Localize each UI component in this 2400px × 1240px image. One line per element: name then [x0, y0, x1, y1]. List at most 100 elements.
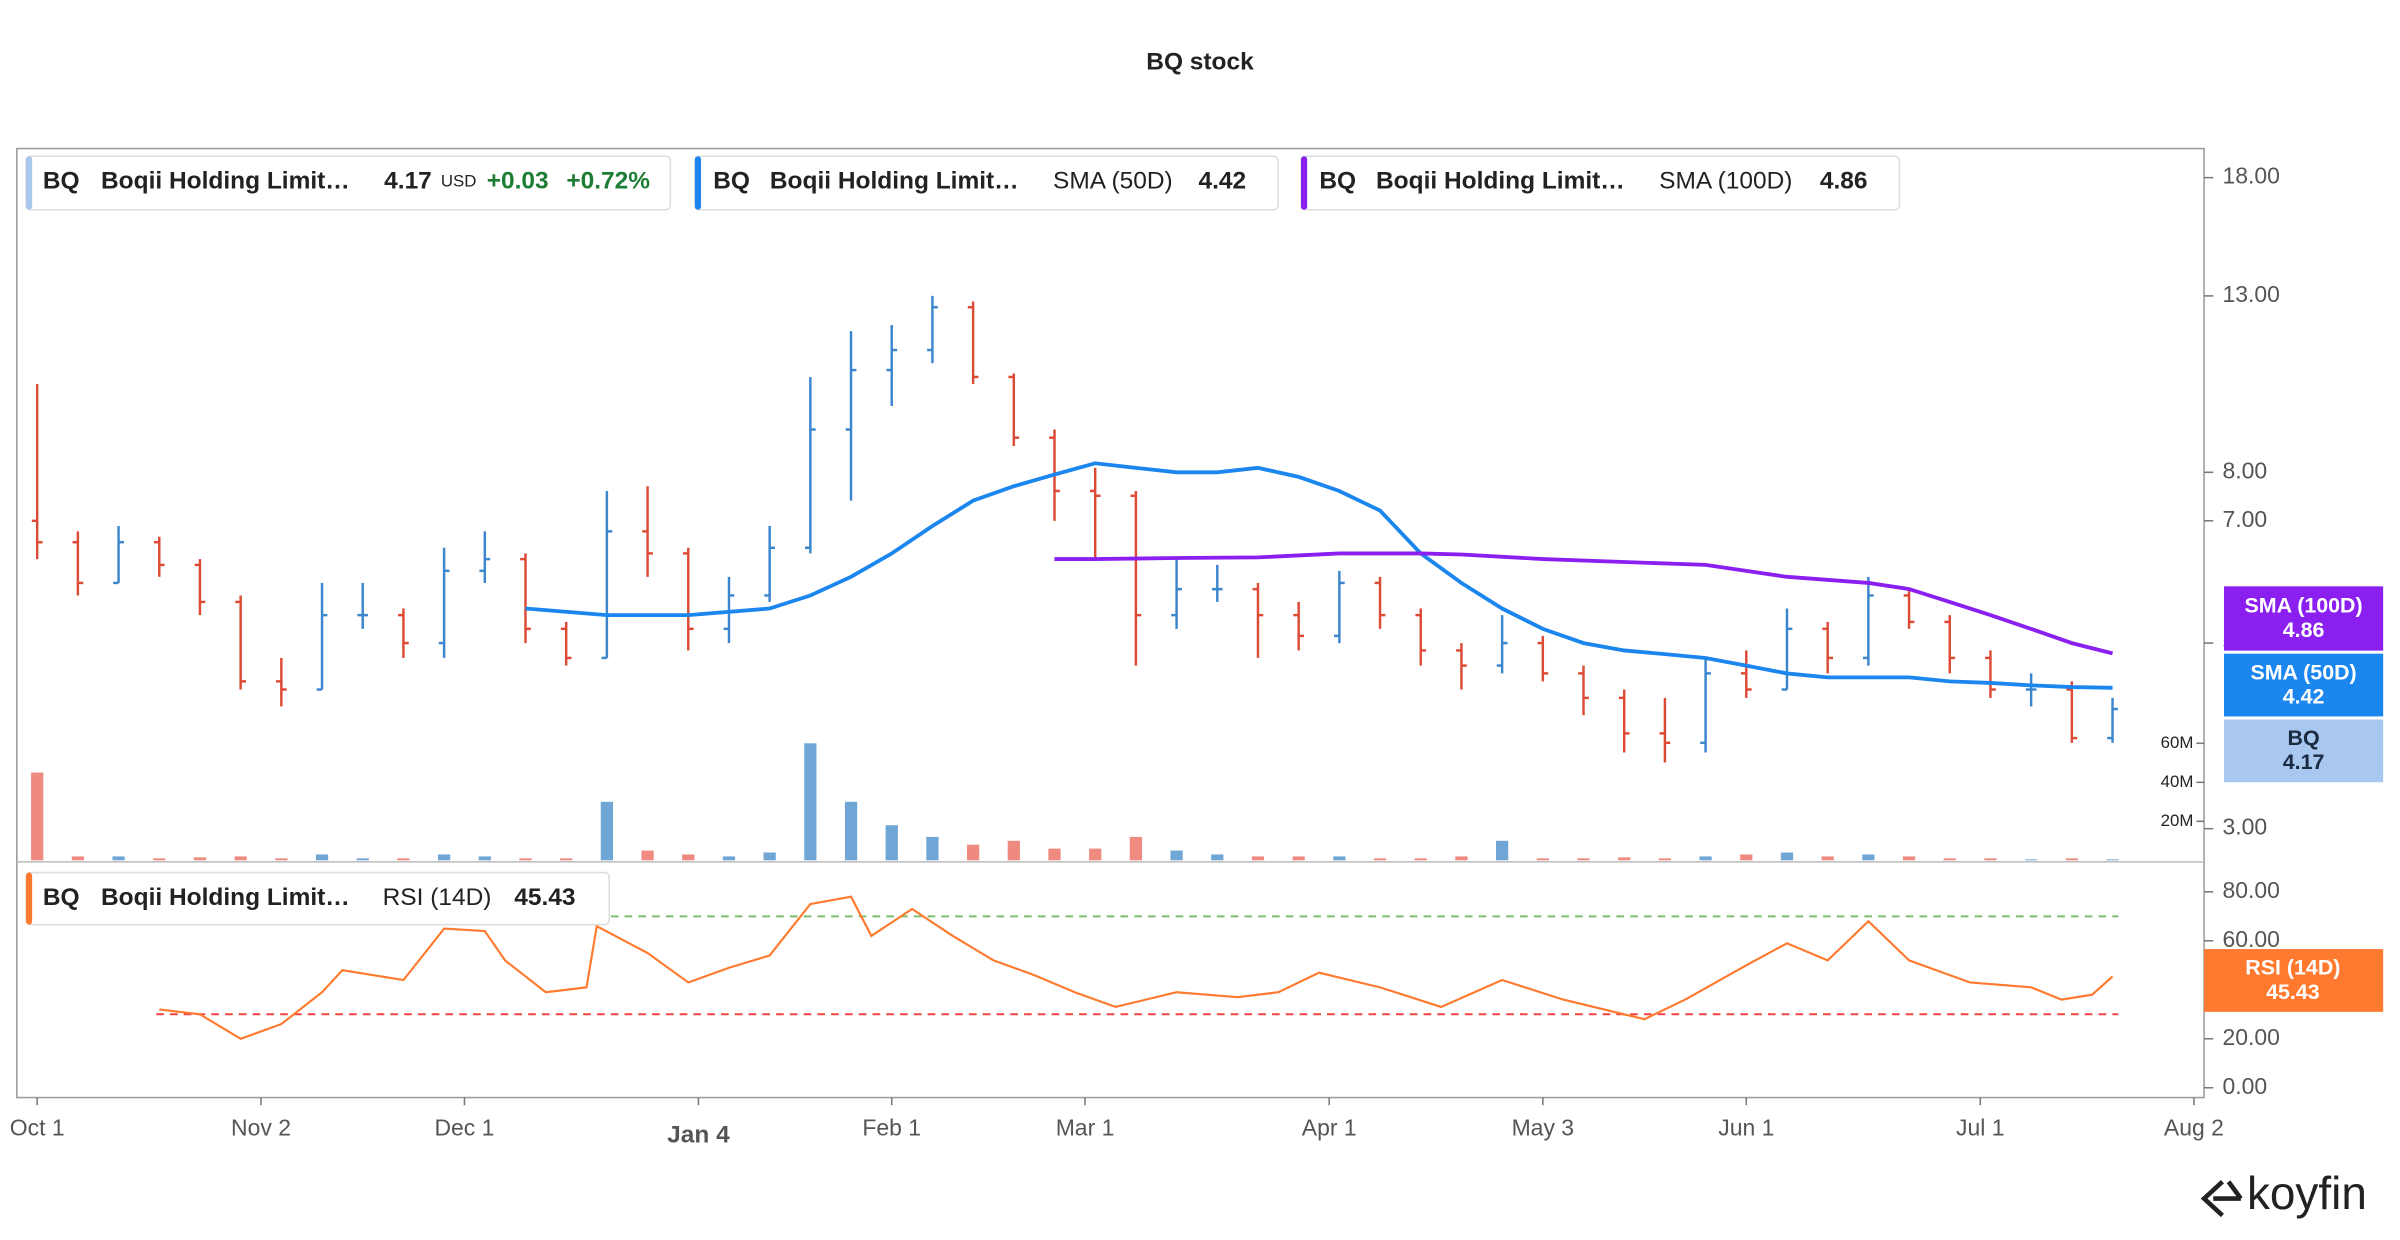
volume-bar: [1577, 858, 1590, 861]
y-tick-label: 3.00: [2222, 814, 2267, 840]
y-tick-label: 13.00: [2222, 281, 2279, 307]
x-tick-label: Jun 1: [1718, 1115, 1774, 1141]
volume-bar: [1048, 848, 1061, 861]
volume-tick-label: 40M: [2161, 772, 2194, 791]
price-badge: BQ4.17: [2223, 719, 2384, 783]
legend-series: SMA (50D): [1053, 168, 1173, 195]
legend-swatch: [26, 872, 33, 925]
volume-bar: [31, 772, 44, 861]
legend-swatch: [1301, 156, 1308, 210]
rsi-badge: RSI (14D)45.43: [2204, 949, 2384, 1012]
badge-value: 45.43: [2266, 980, 2320, 1004]
sma-line: [1054, 551, 2114, 656]
badge-name: SMA (50D): [2250, 660, 2356, 684]
volume-bar: [1902, 856, 1916, 861]
volume-bar: [844, 801, 858, 861]
legend-change: +0.03: [487, 168, 549, 195]
x-tick-label: Oct 1: [10, 1115, 65, 1141]
volume-bar: [682, 854, 695, 861]
badge-value: 4.42: [2283, 684, 2325, 708]
volume-bar: [2025, 859, 2038, 861]
legend-symbol: BQ: [43, 168, 80, 195]
volume-bar: [397, 858, 410, 861]
x-tick-label: Nov 2: [231, 1115, 291, 1141]
volume-bar: [1292, 856, 1305, 861]
sma-line: [525, 461, 2113, 690]
volume-bar: [519, 858, 532, 861]
volume-bar: [1333, 856, 1346, 861]
volume-bar: [275, 858, 288, 861]
legend-price: 4.17: [384, 168, 432, 195]
legend-item: BQ Boqii Holding Limit… RSI (14D) 45.43: [25, 871, 610, 926]
volume-bar: [193, 857, 207, 861]
badge-box: [2223, 653, 2384, 717]
volume-bar: [1496, 840, 1509, 861]
volume-bar: [437, 854, 451, 861]
legend-series: SMA (100D): [1659, 168, 1792, 195]
plot-frame: [16, 147, 2205, 1099]
legend-value: 4.86: [1820, 168, 1868, 195]
volume-bar: [966, 844, 980, 861]
badge-name: SMA (100D): [2244, 594, 2362, 618]
legend-item: BQ Boqii Holding Limit… 4.17 USD +0.03 +0.72%: [25, 155, 672, 211]
x-tick-label: Dec 1: [434, 1115, 494, 1141]
volume-bar: [1414, 858, 1427, 861]
legend-change-pct: +0.72%: [566, 168, 650, 195]
x-tick-label: Aug 2: [2164, 1115, 2224, 1141]
volume-bar: [1455, 856, 1468, 861]
volume-bar: [926, 836, 939, 861]
chart-title: BQ stock: [1146, 48, 1254, 75]
volume-tick-label: 60M: [2161, 733, 2194, 752]
y-tick-label: 80.00: [2222, 877, 2279, 903]
legend-name: Boqii Holding Limit…: [101, 884, 350, 911]
volume-bar: [112, 856, 125, 861]
legend-name: Boqii Holding Limit…: [770, 168, 1019, 195]
volume-bar: [1618, 857, 1631, 861]
badge-value: 4.17: [2283, 750, 2325, 774]
rsi-line: [159, 895, 2114, 1040]
legend-value: 4.42: [1198, 168, 1246, 195]
legend-symbol: BQ: [43, 884, 80, 911]
legend-item: BQ Boqii Holding Limit… SMA (50D) 4.42: [694, 155, 1279, 211]
legend-series: RSI (14D): [383, 884, 492, 911]
volume-bar: [722, 856, 736, 861]
volume-bar: [478, 856, 491, 861]
y-tick-label: 18.00: [2222, 163, 2279, 189]
legend-symbol: BQ: [713, 168, 750, 195]
legend-symbol: BQ: [1319, 168, 1356, 195]
volume-bar: [2065, 858, 2078, 861]
volume-bar: [1536, 858, 1549, 861]
volume-bar: [560, 858, 573, 861]
legend-swatch: [26, 156, 33, 210]
brand-name: koyfin: [2247, 1167, 2367, 1219]
volume-bar: [1984, 858, 1997, 861]
badge-box: [2223, 719, 2384, 783]
volume-bar: [153, 858, 166, 861]
legend-currency: USD: [441, 172, 477, 191]
y-tick-label: 20.00: [2222, 1024, 2279, 1050]
volume-bar: [1943, 858, 1956, 861]
badge-box: [2204, 949, 2384, 1012]
x-tick-label: Jul 1: [1956, 1115, 2004, 1141]
brand-icon: [2200, 1180, 2243, 1218]
volume-bar: [641, 850, 654, 861]
x-tick-label: May 3: [1512, 1115, 1574, 1141]
x-tick-label: Mar 1: [1056, 1115, 1115, 1141]
legend-swatch: [694, 156, 702, 210]
volume-bar: [1129, 836, 1143, 861]
y-tick-label: 7.00: [2222, 506, 2267, 532]
badge-name: RSI (14D): [2245, 956, 2340, 980]
volume-bar: [1780, 852, 1794, 861]
y-tick-label: 0.00: [2222, 1073, 2267, 1099]
volume-bar: [315, 854, 329, 861]
price-badge: SMA (50D)4.42: [2223, 653, 2384, 717]
badge-value: 4.86: [2283, 618, 2325, 642]
volume-bar: [600, 801, 614, 861]
legend-name: Boqii Holding Limit…: [101, 168, 350, 195]
volume-tick-label: 20M: [2161, 811, 2194, 830]
volume-bar: [1373, 858, 1387, 861]
price-bars: [31, 295, 2118, 763]
volume-bar: [1251, 856, 1265, 861]
